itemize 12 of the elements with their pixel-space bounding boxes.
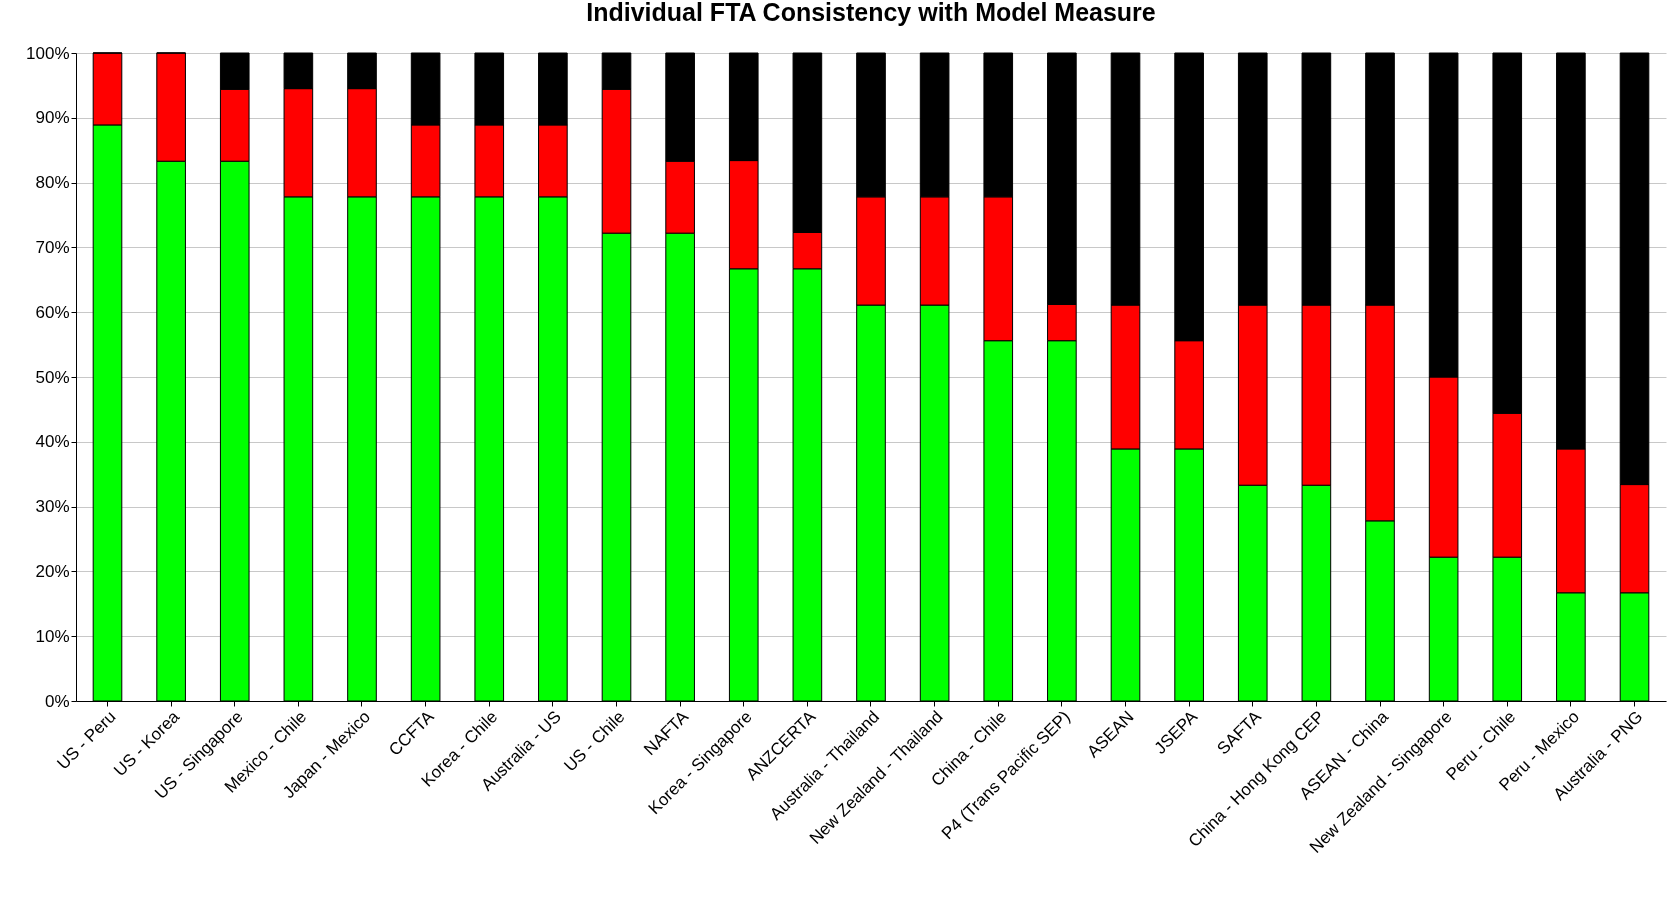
y-tick-label: 0% <box>44 691 70 711</box>
y-tick-label: 100% <box>26 43 70 63</box>
y-tick-label: 70% <box>35 237 70 257</box>
y-tick-label: 30% <box>35 497 70 517</box>
y-tick-label: 50% <box>35 367 70 387</box>
y-tick-label: 20% <box>35 561 70 581</box>
chart-title: Individual FTA Consistency with Model Measure <box>586 0 1156 26</box>
y-tick-label: 10% <box>35 626 70 646</box>
y-tick-label: 90% <box>35 108 70 128</box>
y-tick-label: 60% <box>35 302 70 322</box>
y-tick-label: 80% <box>35 173 70 193</box>
y-tick-label: 40% <box>35 432 70 452</box>
